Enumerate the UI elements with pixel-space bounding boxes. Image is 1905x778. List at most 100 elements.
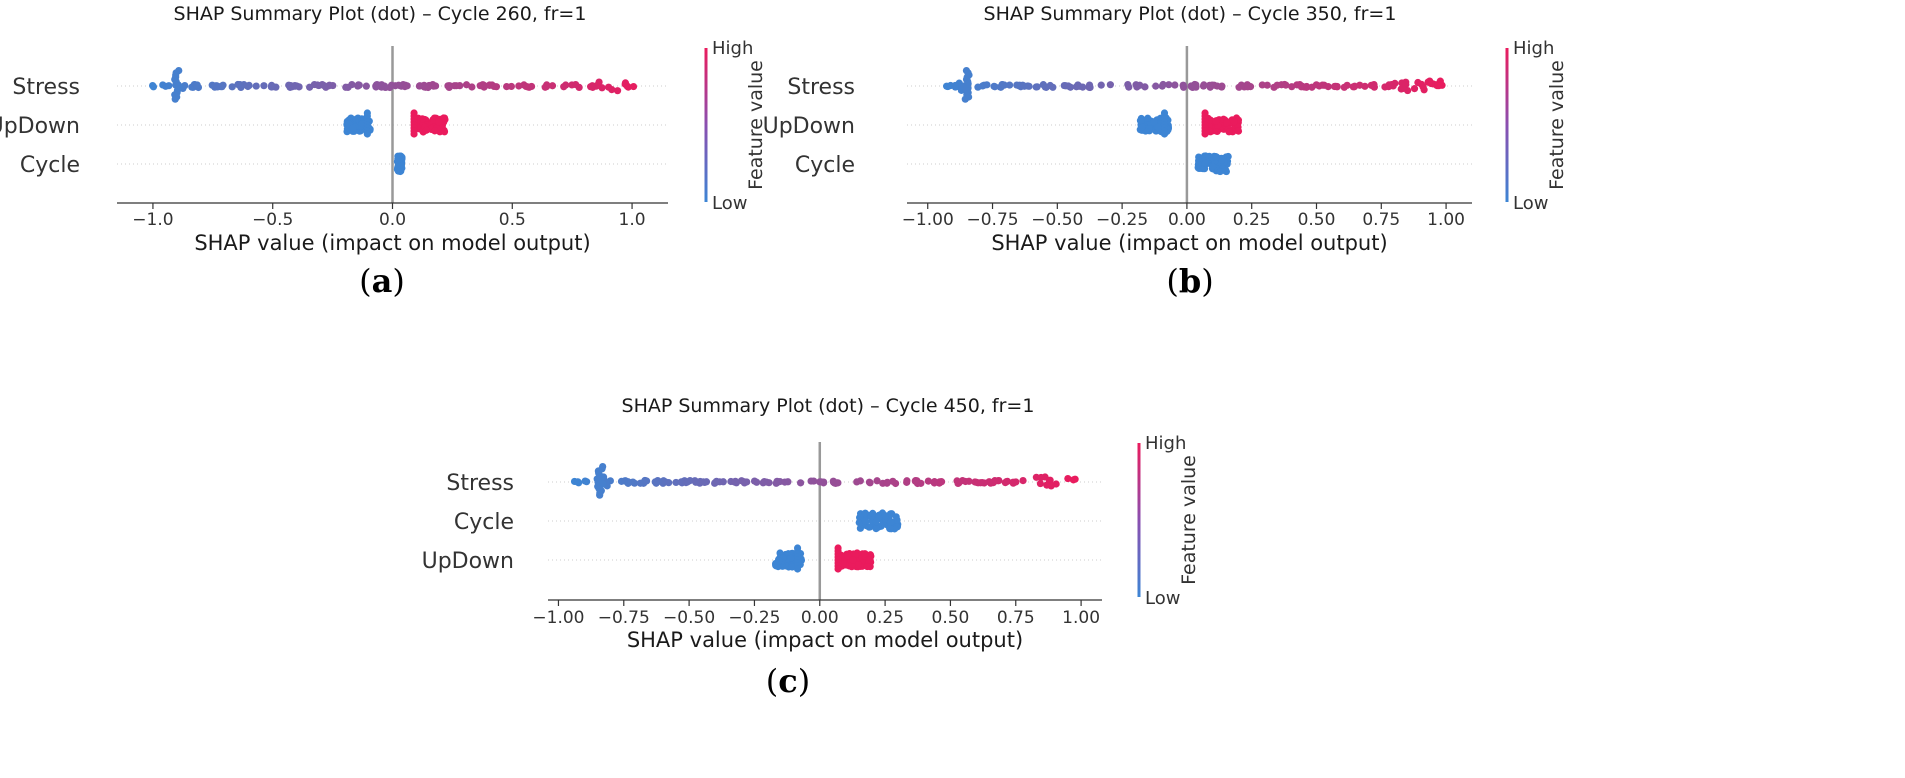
data-point <box>753 478 761 486</box>
data-point <box>961 95 969 103</box>
chart-title: SHAP Summary Plot (dot) – Cycle 450, fr=… <box>622 395 1035 417</box>
data-point <box>213 82 221 90</box>
feature-label: UpDown <box>422 549 514 574</box>
data-point <box>1201 130 1209 138</box>
data-point <box>1013 81 1021 89</box>
data-point <box>793 565 802 573</box>
data-point <box>851 550 860 559</box>
data-point <box>692 478 700 486</box>
data-point <box>866 556 874 564</box>
shap-chart-c: SHAP Summary Plot (dot) – Cycle 450, fr=… <box>422 395 1200 700</box>
x-tick-label: −0.75 <box>966 210 1018 230</box>
x-tick-label: 1.0 <box>619 210 646 230</box>
data-point <box>403 82 411 90</box>
data-point <box>1340 83 1348 91</box>
data-point <box>1351 82 1359 90</box>
data-point <box>787 554 795 563</box>
data-point <box>903 477 911 485</box>
data-point <box>883 478 891 486</box>
colorbar-title: Feature value <box>1546 60 1568 190</box>
data-point <box>431 127 439 135</box>
shap-panel-a: SHAP Summary Plot (dot) – Cycle 260, fr=… <box>0 0 960 370</box>
data-point <box>865 523 873 531</box>
data-point <box>1159 80 1167 89</box>
x-tick-label: 0.25 <box>866 608 904 628</box>
data-point <box>629 82 638 91</box>
data-point <box>1385 81 1393 89</box>
data-point <box>944 82 952 91</box>
data-point <box>440 114 449 122</box>
data-point <box>1049 83 1057 91</box>
data-point <box>1216 167 1224 176</box>
data-point <box>773 477 781 485</box>
data-point <box>462 81 471 89</box>
data-point <box>775 557 783 565</box>
data-point <box>479 81 487 89</box>
data-point <box>665 479 673 487</box>
data-point <box>1399 84 1407 93</box>
data-point <box>1144 114 1152 122</box>
data-point <box>260 82 268 90</box>
data-point <box>760 478 768 486</box>
data-point <box>434 118 443 126</box>
data-point <box>1000 81 1009 89</box>
data-point <box>1137 117 1145 125</box>
data-point <box>869 509 877 517</box>
data-point <box>1125 83 1133 91</box>
data-point <box>581 477 589 485</box>
panel-label: (a) <box>359 262 405 300</box>
data-point <box>1391 79 1399 87</box>
data-point <box>1209 163 1217 171</box>
data-point <box>849 556 857 564</box>
data-point <box>642 477 651 485</box>
data-point <box>574 478 582 486</box>
data-point <box>252 82 260 90</box>
data-point <box>1133 83 1141 91</box>
x-tick-label: 0.5 <box>499 210 526 230</box>
x-tick-label: 1.00 <box>1062 608 1100 628</box>
x-tick-label: 0.25 <box>1233 210 1271 230</box>
data-point <box>605 83 613 91</box>
data-point <box>636 479 644 487</box>
chart-group: SHAP Summary Plot (dot) – Cycle 450, fr=… <box>422 395 1200 700</box>
x-axis-label: SHAP value (impact on model output) <box>194 231 590 255</box>
data-point <box>1302 83 1311 91</box>
data-point <box>1160 130 1169 138</box>
data-point <box>958 476 967 485</box>
x-axis-label: SHAP value (impact on model output) <box>627 628 1023 652</box>
data-point <box>1154 123 1162 132</box>
chart-group: SHAP Summary Plot (dot) – Cycle 260, fr=… <box>0 3 767 300</box>
data-point <box>320 81 328 90</box>
data-point <box>976 479 985 487</box>
data-point <box>620 477 629 485</box>
data-point <box>1205 81 1214 89</box>
data-point <box>862 517 870 525</box>
colorbar-high-label: High <box>1145 433 1186 454</box>
data-point <box>887 518 895 526</box>
data-point <box>313 81 322 89</box>
feature-label: UpDown <box>763 114 855 139</box>
data-point <box>1212 117 1220 125</box>
x-tick-label: −0.50 <box>1031 210 1083 230</box>
data-point <box>953 477 961 485</box>
shap-panel-c: SHAP Summary Plot (dot) – Cycle 450, fr=… <box>422 395 1450 778</box>
x-tick-label: −0.25 <box>1096 210 1148 230</box>
data-point <box>672 478 680 487</box>
data-point <box>1234 127 1243 135</box>
data-point <box>1138 123 1146 131</box>
data-point <box>1312 81 1321 89</box>
data-point <box>1036 479 1045 488</box>
data-point <box>515 82 523 90</box>
data-point <box>1273 81 1281 89</box>
data-point <box>861 550 869 558</box>
data-point <box>866 479 874 487</box>
data-point <box>924 477 932 485</box>
x-tick-label: −0.50 <box>663 608 715 628</box>
x-tick-label: 0.75 <box>1362 210 1400 230</box>
data-point <box>1225 128 1233 136</box>
data-point <box>930 479 938 487</box>
data-point <box>911 477 920 485</box>
colorbar <box>704 48 708 202</box>
data-point <box>1085 81 1094 89</box>
data-point <box>1001 479 1009 487</box>
